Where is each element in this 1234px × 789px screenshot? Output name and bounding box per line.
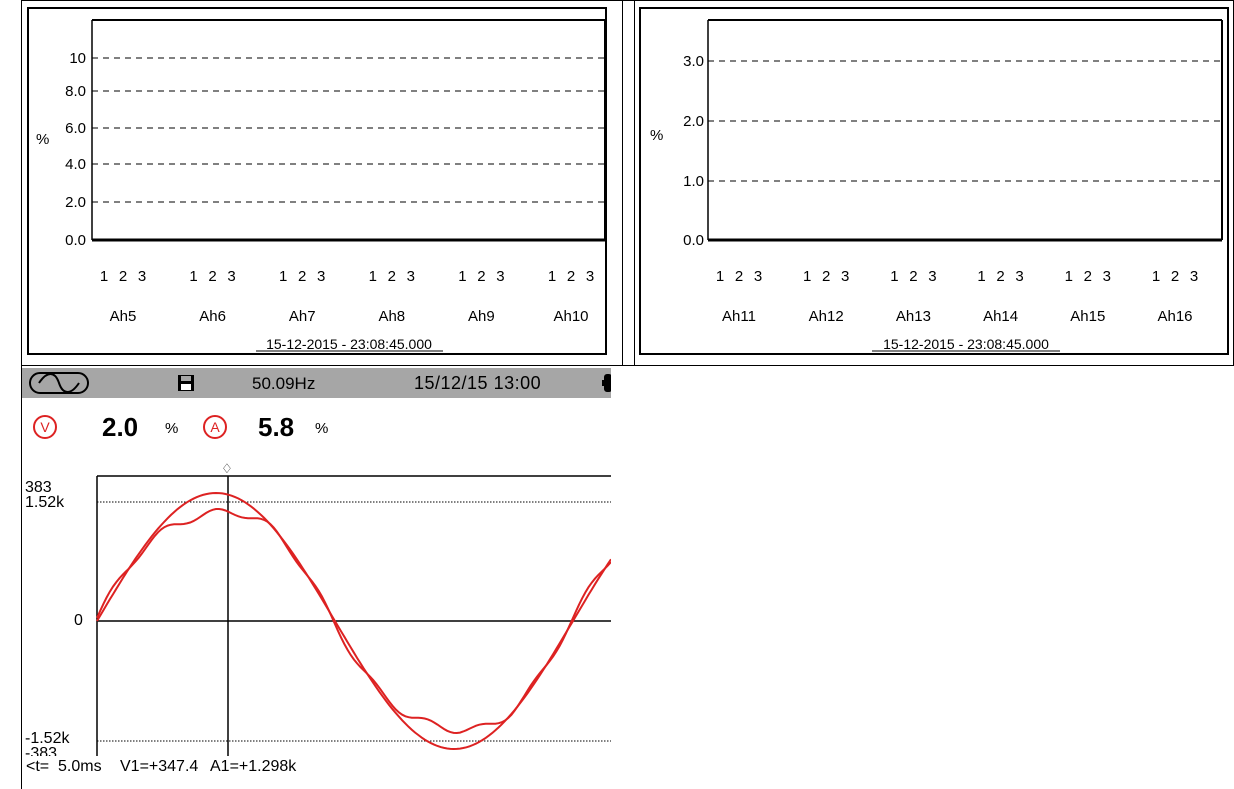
axis-bottom-voltage: -383 xyxy=(25,745,57,756)
left-harmonic-label: Ah6 xyxy=(199,308,226,325)
datetime-readout: 15/12/15 13:00 xyxy=(414,373,542,393)
left-y-tick: 10 xyxy=(69,50,86,67)
scope-screen: 50.09Hz 15/12/15 13:00 V 2.0 % A 5.8 % ♢… xyxy=(22,368,611,789)
left-phase-label: 2 xyxy=(298,268,306,285)
left-harmonic-label: Ah8 xyxy=(378,308,405,325)
table-divider-h xyxy=(21,365,1234,366)
right-y-tick: 2.0 xyxy=(683,113,704,130)
voltage-waveform xyxy=(96,491,611,751)
left-y-tick: 6.0 xyxy=(65,120,86,137)
right-harmonic-label: Ah12 xyxy=(809,308,844,325)
left-phase-label: 1 xyxy=(100,268,108,285)
left-y-tick: 2.0 xyxy=(65,194,86,211)
voltage-symbol: V xyxy=(40,419,50,435)
left-y-tick: 8.0 xyxy=(65,83,86,100)
left-harmonic-label: Ah9 xyxy=(468,308,495,325)
axis-top-current: 1.52k xyxy=(25,494,65,511)
left-harmonic-label: Ah7 xyxy=(289,308,316,325)
left-harmonic-label: Ah10 xyxy=(553,308,588,325)
current-waveform xyxy=(96,508,611,735)
right-harmonic-label: Ah16 xyxy=(1157,308,1192,325)
right-phase-label: 2 xyxy=(822,268,830,285)
left-y-tick: 0.0 xyxy=(65,232,86,249)
right-phase-label: 2 xyxy=(735,268,743,285)
axis-top-voltage: 383 xyxy=(25,479,52,496)
right-phase-label: 3 xyxy=(928,268,936,285)
right-timestamp: 15-12-2015 - 23:08:45.000 xyxy=(883,336,1049,352)
left-phase-label: 3 xyxy=(317,268,325,285)
floppy-disk-icon[interactable] xyxy=(178,375,194,391)
left-harmonic-label: Ah5 xyxy=(110,308,137,325)
left-phase-label: 2 xyxy=(208,268,216,285)
current-readout: A1=+1.298k xyxy=(210,758,297,775)
right-phase-label: 3 xyxy=(1103,268,1111,285)
table-divider-v2 xyxy=(634,0,635,366)
waveform-plot: ♢ 383 1.52k 0 -1.52k -383 xyxy=(25,461,611,756)
right-y-tick: 0.0 xyxy=(683,232,704,249)
right-phase-label: 2 xyxy=(1171,268,1179,285)
measure-row: V 2.0 % A 5.8 % xyxy=(22,412,611,442)
left-phase-label: 3 xyxy=(407,268,415,285)
voltage-readout: V1=+347.4 xyxy=(120,758,199,775)
left-phase-label: 2 xyxy=(567,268,575,285)
right-phase-label: 1 xyxy=(890,268,898,285)
left-phase-label: 3 xyxy=(586,268,594,285)
time-readout: <t= 5.0ms xyxy=(26,758,102,775)
right-harmonic-label: Ah15 xyxy=(1070,308,1105,325)
left-phase-label: 2 xyxy=(119,268,127,285)
right-harmonic-label: Ah14 xyxy=(983,308,1018,325)
left-phase-label: 1 xyxy=(369,268,377,285)
axis-zero: 0 xyxy=(74,612,83,629)
current-thd-value: 5.8 xyxy=(258,412,295,442)
left-y-axis-label: % xyxy=(36,131,49,148)
right-harmonic-label: Ah11 xyxy=(722,308,756,325)
cursor-readout: <t= 5.0ms V1=+347.4 A1=+1.298k xyxy=(22,756,611,789)
right-phase-label: 1 xyxy=(1065,268,1073,285)
left-phase-label: 1 xyxy=(548,268,556,285)
left-phase-label: 2 xyxy=(388,268,396,285)
battery-icon xyxy=(602,374,611,392)
axis-bottom-current: -1.52k xyxy=(25,730,70,747)
right-y-tick: 3.0 xyxy=(683,53,704,70)
current-thd-unit: % xyxy=(315,420,329,437)
right-phase-label: 3 xyxy=(841,268,849,285)
right-phase-label: 3 xyxy=(754,268,762,285)
left-phase-label: 2 xyxy=(477,268,485,285)
voltage-channel-icon[interactable]: V xyxy=(33,415,57,439)
current-channel-icon[interactable]: A xyxy=(203,415,227,439)
right-harmonic-label: Ah13 xyxy=(896,308,931,325)
left-phase-label: 1 xyxy=(189,268,197,285)
cursor-marker-icon[interactable]: ♢ xyxy=(221,461,233,476)
right-phase-label: 1 xyxy=(977,268,985,285)
current-symbol: A xyxy=(210,419,220,435)
table-border-left xyxy=(21,0,22,789)
right-phase-label: 1 xyxy=(803,268,811,285)
right-phase-label: 2 xyxy=(1084,268,1092,285)
right-y-axis-label: % xyxy=(650,127,663,144)
right-phase-label: 3 xyxy=(1190,268,1198,285)
table-border-top xyxy=(21,0,1234,1)
scope-status-bar: 50.09Hz 15/12/15 13:00 xyxy=(22,368,611,398)
left-timestamp: 15-12-2015 - 23:08:45.000 xyxy=(266,336,432,352)
left-phase-label: 3 xyxy=(227,268,235,285)
right-phase-label: 2 xyxy=(996,268,1004,285)
right-phase-label: 3 xyxy=(1015,268,1023,285)
right-phase-label: 2 xyxy=(909,268,917,285)
left-y-tick: 4.0 xyxy=(65,156,86,173)
left-phase-label: 3 xyxy=(138,268,146,285)
left-phase-label: 1 xyxy=(279,268,287,285)
left-phase-label: 1 xyxy=(458,268,466,285)
frequency-readout: 50.09Hz xyxy=(252,374,316,393)
table-divider-v1 xyxy=(622,0,623,366)
right-phase-label: 1 xyxy=(716,268,724,285)
sine-wave-icon[interactable] xyxy=(29,372,89,394)
voltage-thd-unit: % xyxy=(165,420,179,437)
right-phase-label: 1 xyxy=(1152,268,1160,285)
right-y-tick: 1.0 xyxy=(683,173,704,190)
voltage-thd-value: 2.0 xyxy=(102,412,139,442)
left-phase-label: 3 xyxy=(496,268,504,285)
